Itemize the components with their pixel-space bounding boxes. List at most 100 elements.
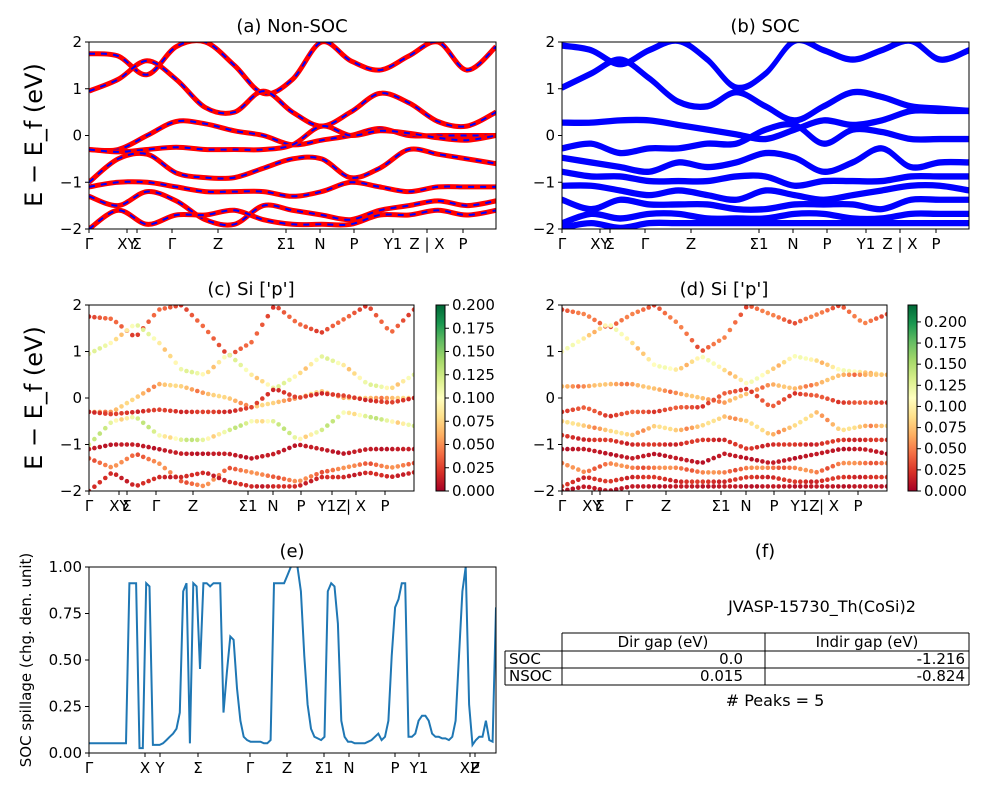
projected-band-point xyxy=(178,451,184,456)
projected-band-point xyxy=(743,305,749,310)
projected-band-point xyxy=(576,477,581,483)
y-tick-label: −2 xyxy=(533,220,555,238)
projected-band-point xyxy=(646,357,651,362)
projected-band-point xyxy=(754,465,760,471)
projected-band-point xyxy=(92,348,97,354)
projected-band-point xyxy=(281,310,287,315)
projected-band-point xyxy=(562,446,565,452)
projected-band-point xyxy=(673,455,679,461)
projected-band-point xyxy=(646,465,651,471)
projected-band-point xyxy=(651,362,657,368)
projected-band-point xyxy=(346,366,352,372)
projected-band-point xyxy=(819,450,825,456)
projected-band-point xyxy=(760,443,765,449)
projected-band-point xyxy=(238,407,243,412)
projected-band-point xyxy=(592,448,597,454)
projected-band-point xyxy=(808,442,814,447)
projected-band-point xyxy=(689,359,695,365)
x-tick-label: Z | X xyxy=(409,235,444,253)
projected-band-point xyxy=(227,396,233,401)
projected-band-point xyxy=(852,313,857,319)
projected-band-point xyxy=(222,355,227,360)
projected-band-point xyxy=(92,314,97,320)
projected-band-point xyxy=(227,427,233,433)
projected-band-point xyxy=(819,441,825,446)
panel-f-title: (f) xyxy=(755,541,775,562)
projected-band-point xyxy=(287,484,292,489)
projected-band-point xyxy=(597,464,603,469)
projected-band-point xyxy=(808,383,814,388)
projected-band-point xyxy=(135,323,141,328)
projected-band-point xyxy=(776,383,781,388)
projected-band-point xyxy=(727,371,733,376)
projected-band-point xyxy=(749,305,754,309)
projected-band-point xyxy=(841,305,846,310)
projected-band-point xyxy=(576,384,581,389)
projected-band-point xyxy=(662,310,668,316)
panel-e-marks xyxy=(89,567,496,750)
projected-band-point xyxy=(373,312,379,318)
projected-band-point xyxy=(330,474,336,480)
projected-band-point xyxy=(651,442,657,447)
projected-band-point xyxy=(119,332,124,338)
projected-band-point xyxy=(678,325,684,330)
projected-band-point xyxy=(798,391,803,397)
x-tick-label: Z xyxy=(282,759,292,777)
projected-band-point xyxy=(738,466,744,472)
projected-band-point xyxy=(836,447,841,452)
projected-band-point xyxy=(373,395,379,401)
projected-band-point xyxy=(581,469,586,475)
projected-band-point xyxy=(803,316,809,322)
projected-band-point xyxy=(722,451,727,457)
projected-band-point xyxy=(771,312,776,318)
projected-band-point xyxy=(562,419,565,424)
projected-band-point xyxy=(803,467,809,473)
x-tick-label: Σ xyxy=(132,235,141,253)
projected-band-point xyxy=(570,465,576,470)
projected-band-point xyxy=(608,488,614,491)
projected-band-point xyxy=(130,442,135,447)
projected-band-point xyxy=(157,433,162,438)
projected-band-point xyxy=(92,410,97,415)
projected-band-point xyxy=(586,484,592,490)
projected-band-point xyxy=(379,384,384,390)
projected-band-point xyxy=(857,484,863,489)
projected-band-point xyxy=(857,474,863,480)
projected-band-point xyxy=(798,454,803,460)
projected-band-point xyxy=(711,470,716,475)
projected-band-point xyxy=(124,456,130,462)
projected-band-point xyxy=(276,475,281,481)
projected-band-point xyxy=(630,465,635,471)
projected-band-point xyxy=(363,413,368,419)
projected-band-point xyxy=(254,331,260,336)
projected-band-point xyxy=(319,354,325,359)
projected-band-point xyxy=(411,372,414,378)
y-tick-label: 0 xyxy=(545,127,555,145)
projected-band-point xyxy=(233,357,238,363)
projected-band-point xyxy=(211,392,216,398)
projected-band-point xyxy=(765,383,771,388)
projected-band-point xyxy=(733,416,738,422)
projected-band-point xyxy=(140,420,146,426)
projected-band-point xyxy=(400,421,406,427)
projected-band-point xyxy=(298,483,303,488)
projected-band-point xyxy=(108,471,113,476)
projected-band-point xyxy=(384,418,390,423)
projected-band-point xyxy=(819,394,825,400)
projected-band-point xyxy=(151,429,157,434)
projected-band-point xyxy=(738,312,744,318)
projected-band-point xyxy=(706,420,711,426)
y-tick-label: 1 xyxy=(72,343,82,361)
colorbar-tick-label: 0.075 xyxy=(924,419,967,437)
x-tick-label: P xyxy=(458,235,467,253)
projected-band-point xyxy=(576,310,581,316)
y-tick-label: 0.00 xyxy=(49,744,82,762)
projected-band-point xyxy=(113,418,119,423)
projected-band-point xyxy=(749,421,754,426)
projected-band-point xyxy=(205,436,211,441)
projected-band-point xyxy=(841,460,846,466)
projected-band-point xyxy=(830,422,836,427)
projected-band-point xyxy=(238,362,243,368)
projected-band-point xyxy=(108,340,113,346)
projected-band-point xyxy=(341,451,346,456)
